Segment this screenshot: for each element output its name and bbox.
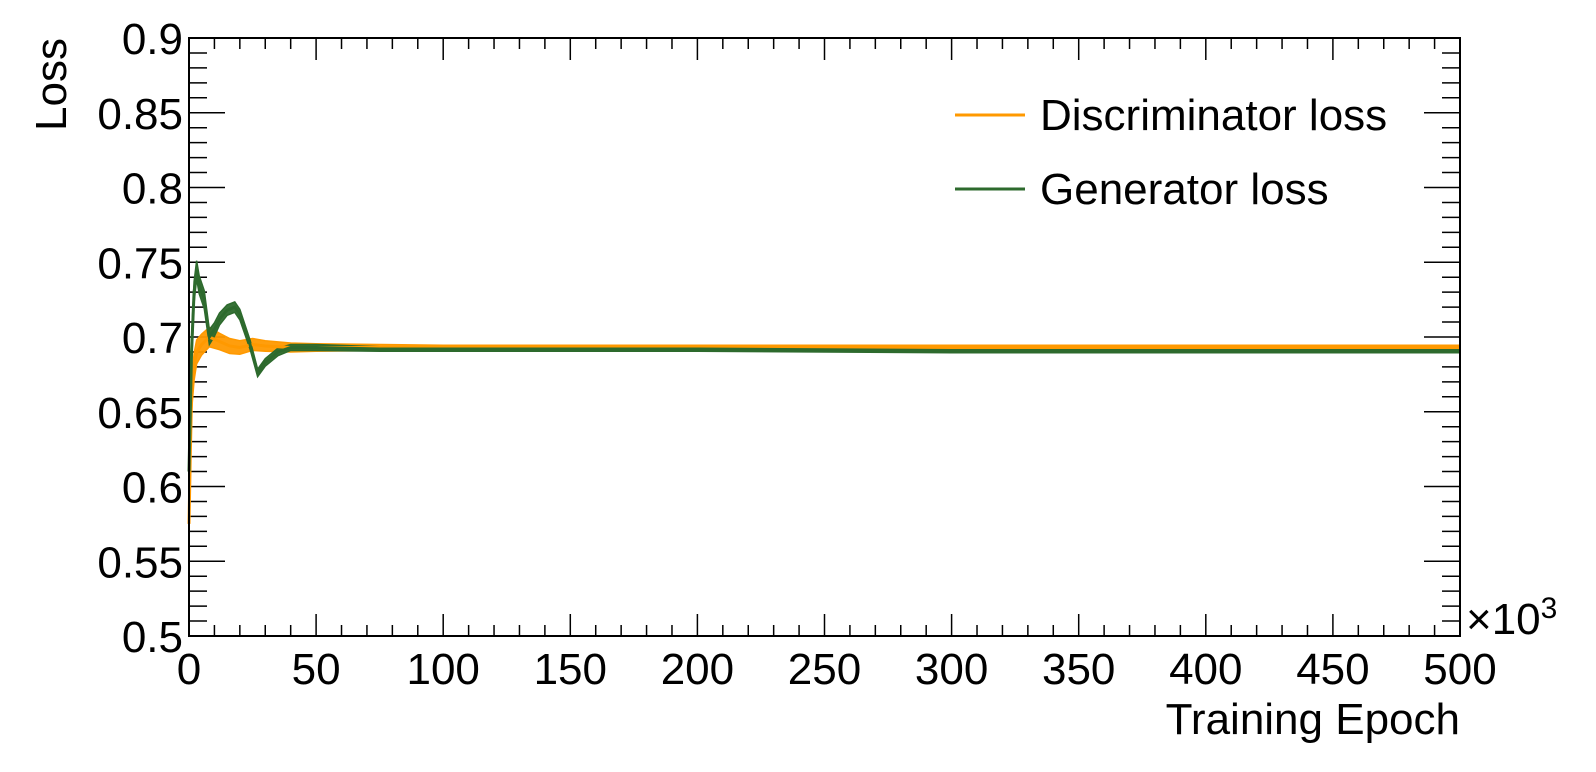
x-tick-label: 400 bbox=[1169, 645, 1242, 694]
y-tick-label: 0.8 bbox=[122, 165, 183, 214]
x-tick-label: 450 bbox=[1296, 645, 1369, 694]
plot-frame bbox=[188, 37, 1461, 637]
x-tick-label: 250 bbox=[788, 645, 861, 694]
generator-loss-band bbox=[188, 260, 1461, 487]
x-axis-multiplier: ×103 bbox=[1466, 592, 1557, 644]
y-tick-labels: 0.5 0.55 0.6 0.65 0.7 0.75 0.8 0.85 0.9 bbox=[97, 15, 183, 662]
y-tick-label: 0.85 bbox=[97, 90, 183, 139]
x-multiplier-exponent: 3 bbox=[1541, 592, 1558, 625]
x-tick-label: 300 bbox=[915, 645, 988, 694]
y-tick-label: 0.5 bbox=[122, 613, 183, 662]
x-axis-label: Training Epoch bbox=[1166, 695, 1460, 744]
generator-loss-line bbox=[187, 269, 1460, 472]
legend-label-generator: Generator loss bbox=[1040, 165, 1329, 214]
y-tick-label: 0.6 bbox=[122, 464, 183, 513]
y-tick-label: 0.75 bbox=[97, 239, 183, 288]
y-tick-label: 0.7 bbox=[122, 314, 183, 363]
x-tick-label: 350 bbox=[1042, 645, 1115, 694]
discriminator-loss-band bbox=[188, 326, 1461, 538]
series-lines bbox=[187, 269, 1460, 524]
x-tick-label: 100 bbox=[406, 645, 479, 694]
x-tick-label: 0 bbox=[177, 645, 201, 694]
series-bands bbox=[188, 260, 1461, 538]
x-multiplier-base: ×10 bbox=[1466, 595, 1541, 644]
x-tick-labels: 0 50 100 150 200 250 300 350 400 450 500 bbox=[177, 645, 1497, 694]
legend-label-discriminator: Discriminator loss bbox=[1040, 91, 1387, 140]
discriminator-loss-line bbox=[187, 335, 1460, 524]
y-tick-label: 0.65 bbox=[97, 389, 183, 438]
y-axis-label: Loss bbox=[27, 38, 76, 131]
x-tick-label: 200 bbox=[661, 645, 734, 694]
x-tick-label: 500 bbox=[1423, 645, 1496, 694]
x-tick-label: 150 bbox=[534, 645, 607, 694]
legend: Discriminator loss Generator loss bbox=[955, 91, 1387, 214]
x-tick-label: 50 bbox=[292, 645, 341, 694]
y-tick-label: 0.55 bbox=[97, 538, 183, 587]
y-tick-label: 0.9 bbox=[122, 15, 183, 64]
